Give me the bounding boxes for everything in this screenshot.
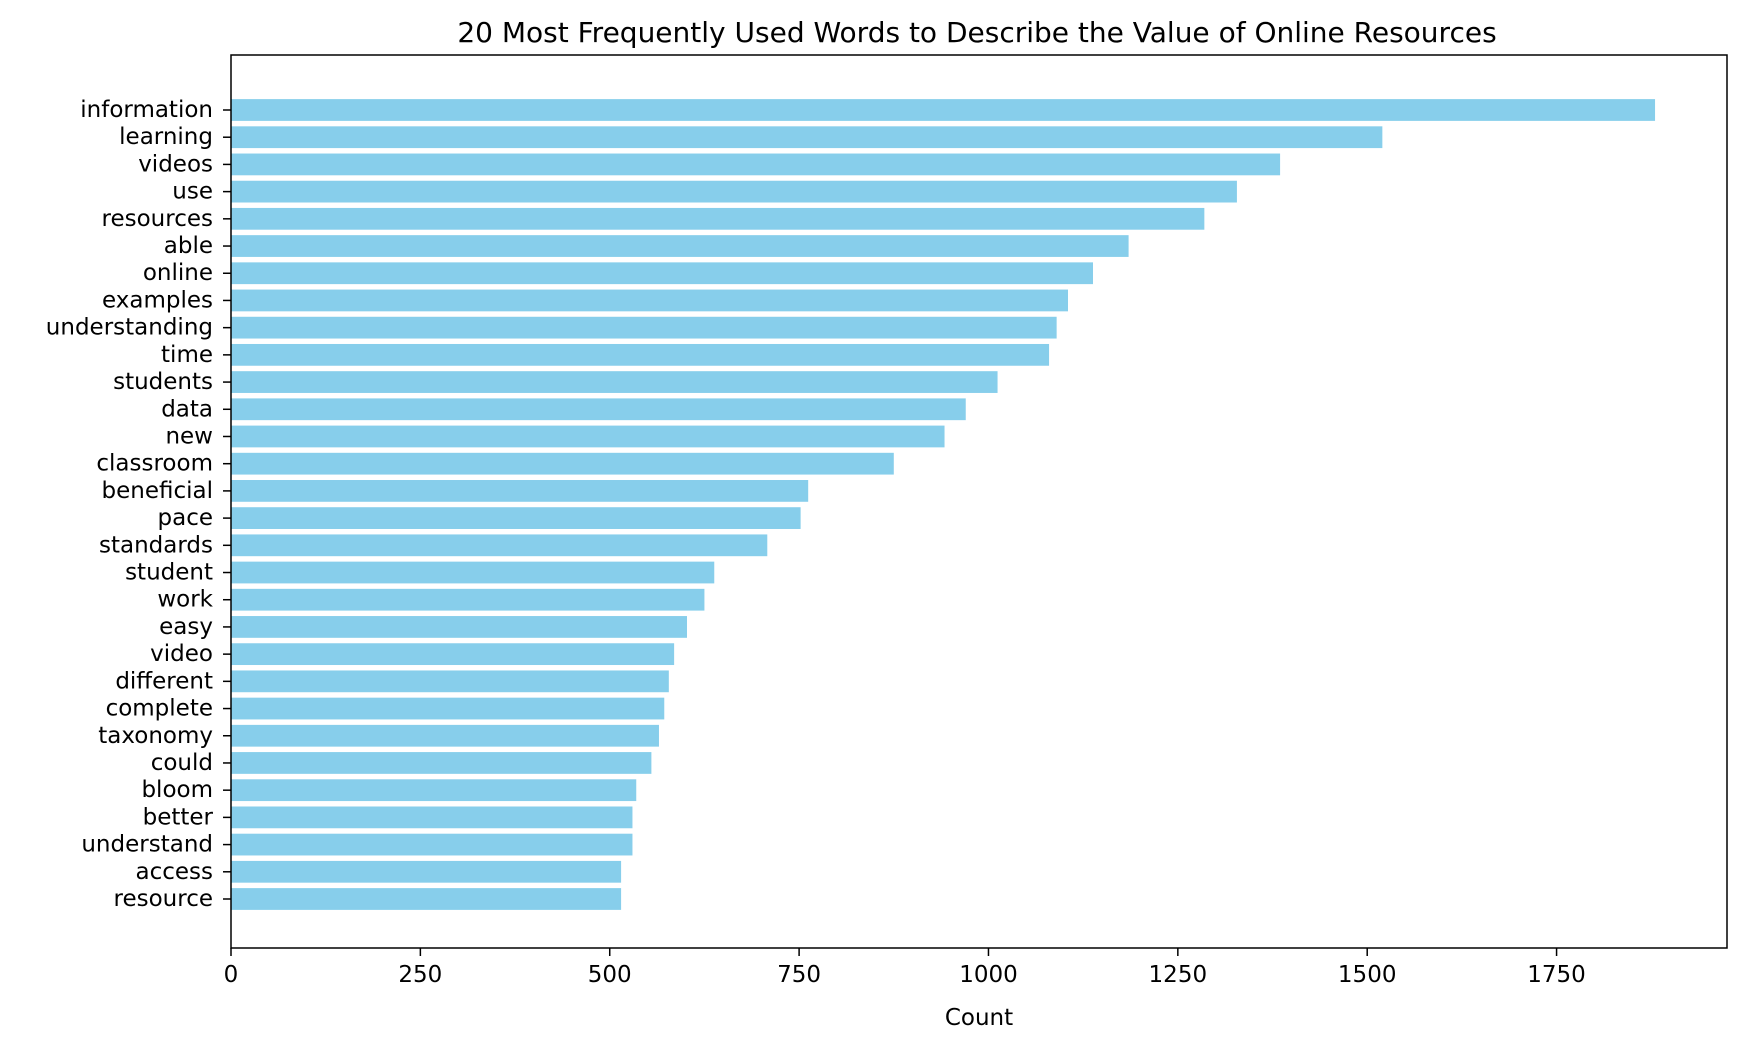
y-tick-label: new xyxy=(165,423,213,449)
bar-data xyxy=(231,398,966,421)
plot-frame xyxy=(230,54,1728,949)
y-tick-label: taxonomy xyxy=(98,723,213,749)
y-tick-label: could xyxy=(151,750,213,776)
bar-complete xyxy=(231,697,665,720)
bar-taxonomy xyxy=(231,724,659,747)
x-axis-ticks: 0 250 500 750 1000 1250 1500 1750 xyxy=(224,948,1586,988)
y-tick-label: examples xyxy=(102,287,213,313)
y-tick-label: information xyxy=(80,97,213,123)
bar-information xyxy=(231,99,1656,121)
y-tick-label: data xyxy=(161,396,213,422)
y-tick-label: complete xyxy=(106,696,213,722)
x-tick-label: 1500 xyxy=(1338,962,1397,988)
y-tick-label: time xyxy=(161,342,213,368)
y-tick-label: use xyxy=(172,179,213,205)
bar-use xyxy=(231,180,1237,203)
y-tick-label: different xyxy=(115,668,213,694)
x-axis-label: Count xyxy=(945,1005,1013,1031)
y-tick-label: pace xyxy=(158,505,214,531)
bar-able xyxy=(231,235,1129,257)
bar-pace xyxy=(231,507,801,529)
bar-resource xyxy=(231,888,622,910)
y-tick-label: bloom xyxy=(141,777,213,803)
y-axis-ticks: informationlearningvideosuseresourcesabl… xyxy=(46,97,231,912)
y-tick-label: access xyxy=(135,859,213,885)
y-tick-label: classroom xyxy=(96,451,213,477)
bar-access xyxy=(231,860,622,883)
x-tick-label: 250 xyxy=(398,962,442,988)
bar-student xyxy=(231,561,715,584)
x-tick-label: 1250 xyxy=(1149,962,1208,988)
bar-video xyxy=(231,643,675,666)
bar-different xyxy=(231,670,669,693)
bar-work xyxy=(231,588,705,611)
y-tick-label: videos xyxy=(138,151,213,177)
bar-understanding xyxy=(231,316,1057,339)
x-tick-label: 0 xyxy=(224,962,239,988)
bar-understand xyxy=(231,833,633,856)
bar-time xyxy=(231,343,1050,366)
y-tick-label: standards xyxy=(99,532,213,558)
bar-classroom xyxy=(231,452,894,475)
y-tick-label: work xyxy=(157,587,213,613)
x-tick-label: 1750 xyxy=(1527,962,1586,988)
y-tick-label: easy xyxy=(159,614,213,640)
bar-learning xyxy=(231,126,1383,149)
bar-new xyxy=(231,425,945,448)
bar-easy xyxy=(231,616,687,638)
y-tick-label: able xyxy=(164,233,213,259)
y-tick-label: beneficial xyxy=(102,478,214,504)
bar-videos xyxy=(231,153,1281,176)
y-tick-label: video xyxy=(150,641,213,667)
x-tick-label: 1000 xyxy=(959,962,1018,988)
bar-resources xyxy=(231,207,1205,230)
x-tick-label: 750 xyxy=(777,962,821,988)
bar-students xyxy=(231,371,998,393)
y-tick-label: learning xyxy=(119,124,213,150)
bars-layer xyxy=(231,99,1656,910)
bar-beneficial xyxy=(231,480,809,502)
y-tick-label: understand xyxy=(81,832,213,858)
bar-better xyxy=(231,806,633,829)
bar-standards xyxy=(231,534,768,557)
y-tick-label: understanding xyxy=(46,315,213,341)
y-tick-label: resource xyxy=(114,886,213,912)
y-tick-label: student xyxy=(125,560,213,586)
y-tick-label: better xyxy=(143,804,214,830)
bar-could xyxy=(231,752,652,774)
y-tick-label: students xyxy=(113,369,213,395)
y-tick-label: resources xyxy=(102,206,213,232)
x-tick-label: 500 xyxy=(588,962,632,988)
y-tick-label: online xyxy=(143,260,213,286)
bar-bloom xyxy=(231,779,637,802)
bar-online xyxy=(231,262,1093,285)
bar-examples xyxy=(231,289,1069,312)
chart-title: 20 Most Frequently Used Words to Describ… xyxy=(457,16,1496,49)
